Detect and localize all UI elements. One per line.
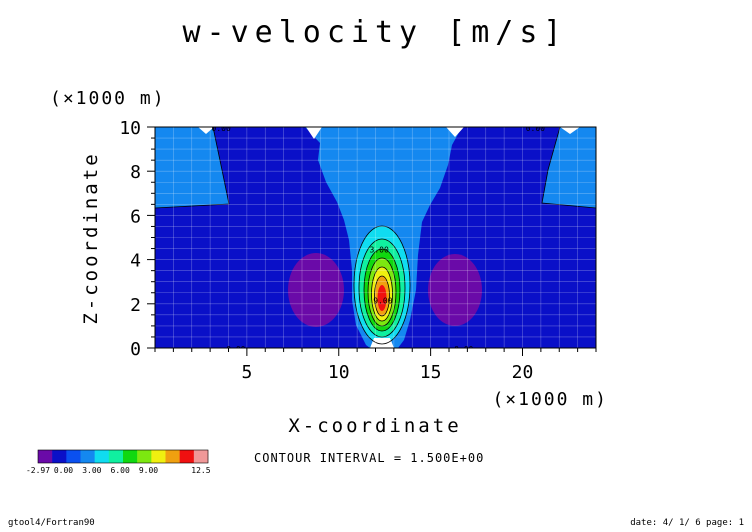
contour-labels: 0.00 0.00 0.00 0.00 3.00 9.00: [212, 124, 546, 354]
contour-label: 0.00: [226, 345, 245, 354]
colorbar-label: 0.00: [54, 466, 73, 475]
x-axis-label: X-coordinate: [288, 415, 461, 437]
contour-label: 3.00: [370, 246, 389, 255]
colorbar-swatch: [38, 450, 53, 463]
core-level-7: [377, 285, 387, 311]
footer-right: date: 4/ 1/ 6 page: 1: [630, 518, 744, 528]
x-axis: 5 10 15 20: [154, 348, 597, 383]
y-unit-label: (×1000 m): [50, 88, 166, 109]
x-tick-label: 20: [512, 362, 534, 383]
colorbar-swatch: [165, 450, 180, 463]
colorbar-label: -2.97: [26, 466, 50, 475]
y-tick-label: 10: [119, 118, 141, 139]
colorbar-label: 3.00: [82, 466, 101, 475]
notch-2: [306, 127, 322, 139]
downdraft-left: [288, 253, 344, 327]
colorbar-label: 6.00: [111, 466, 130, 475]
contour-label: 0.00: [212, 124, 231, 133]
y-axis: 0 2 4 6 8 10: [119, 118, 155, 360]
y-tick-label: 6: [130, 206, 141, 227]
chart-title: w-velocity [m/s]: [183, 15, 568, 50]
notch-3: [446, 127, 464, 137]
contour-label: 0.00: [526, 124, 545, 133]
downdraft-right: [428, 254, 482, 326]
colorbar-frame: [37, 449, 209, 464]
colorbar-swatch: [151, 450, 166, 463]
colorbar-swatch: [108, 450, 124, 463]
grid-lines: [155, 127, 596, 348]
field-positive-right: [542, 127, 596, 208]
colorbar: -2.97 0.00 3.00 6.00 9.00 12.5: [26, 449, 211, 475]
contour-label: 0.00: [454, 345, 473, 354]
core-base-gap: [370, 338, 394, 348]
notch-4: [560, 127, 580, 134]
colorbar-swatch: [179, 450, 195, 463]
contour-interval: CONTOUR INTERVAL = 1.500E+00: [254, 451, 484, 465]
x-tick-label: 10: [328, 362, 350, 383]
y-tick-label: 0: [130, 339, 141, 360]
colorbar-swatch: [137, 450, 152, 463]
colorbar-label: 12.5: [191, 466, 210, 475]
colorbar-label: 9.00: [139, 466, 158, 475]
footer-left: gtool4/Fortran90: [8, 518, 95, 528]
contour-label: 9.00: [373, 296, 392, 305]
colorbar-swatch: [94, 450, 110, 463]
field-positive-left: [155, 127, 229, 208]
y-tick-label: 4: [130, 251, 141, 272]
colorbar-swatch: [52, 450, 67, 463]
plot-area: 0.00 0.00 0.00 0.00 3.00 9.00: [155, 124, 596, 354]
y-tick-label: 8: [130, 162, 141, 183]
colorbar-swatch: [80, 450, 95, 463]
colorbar-swatch: [123, 450, 138, 463]
colorbar-swatch: [66, 450, 81, 463]
notch-1: [198, 127, 214, 134]
x-tick-label: 15: [420, 362, 442, 383]
y-tick-label: 2: [130, 295, 141, 316]
x-unit-label: (×1000 m): [492, 389, 608, 410]
x-tick-label: 5: [241, 362, 252, 383]
y-axis-label: Z-coordinate: [80, 151, 102, 324]
colorbar-swatch: [193, 450, 209, 463]
